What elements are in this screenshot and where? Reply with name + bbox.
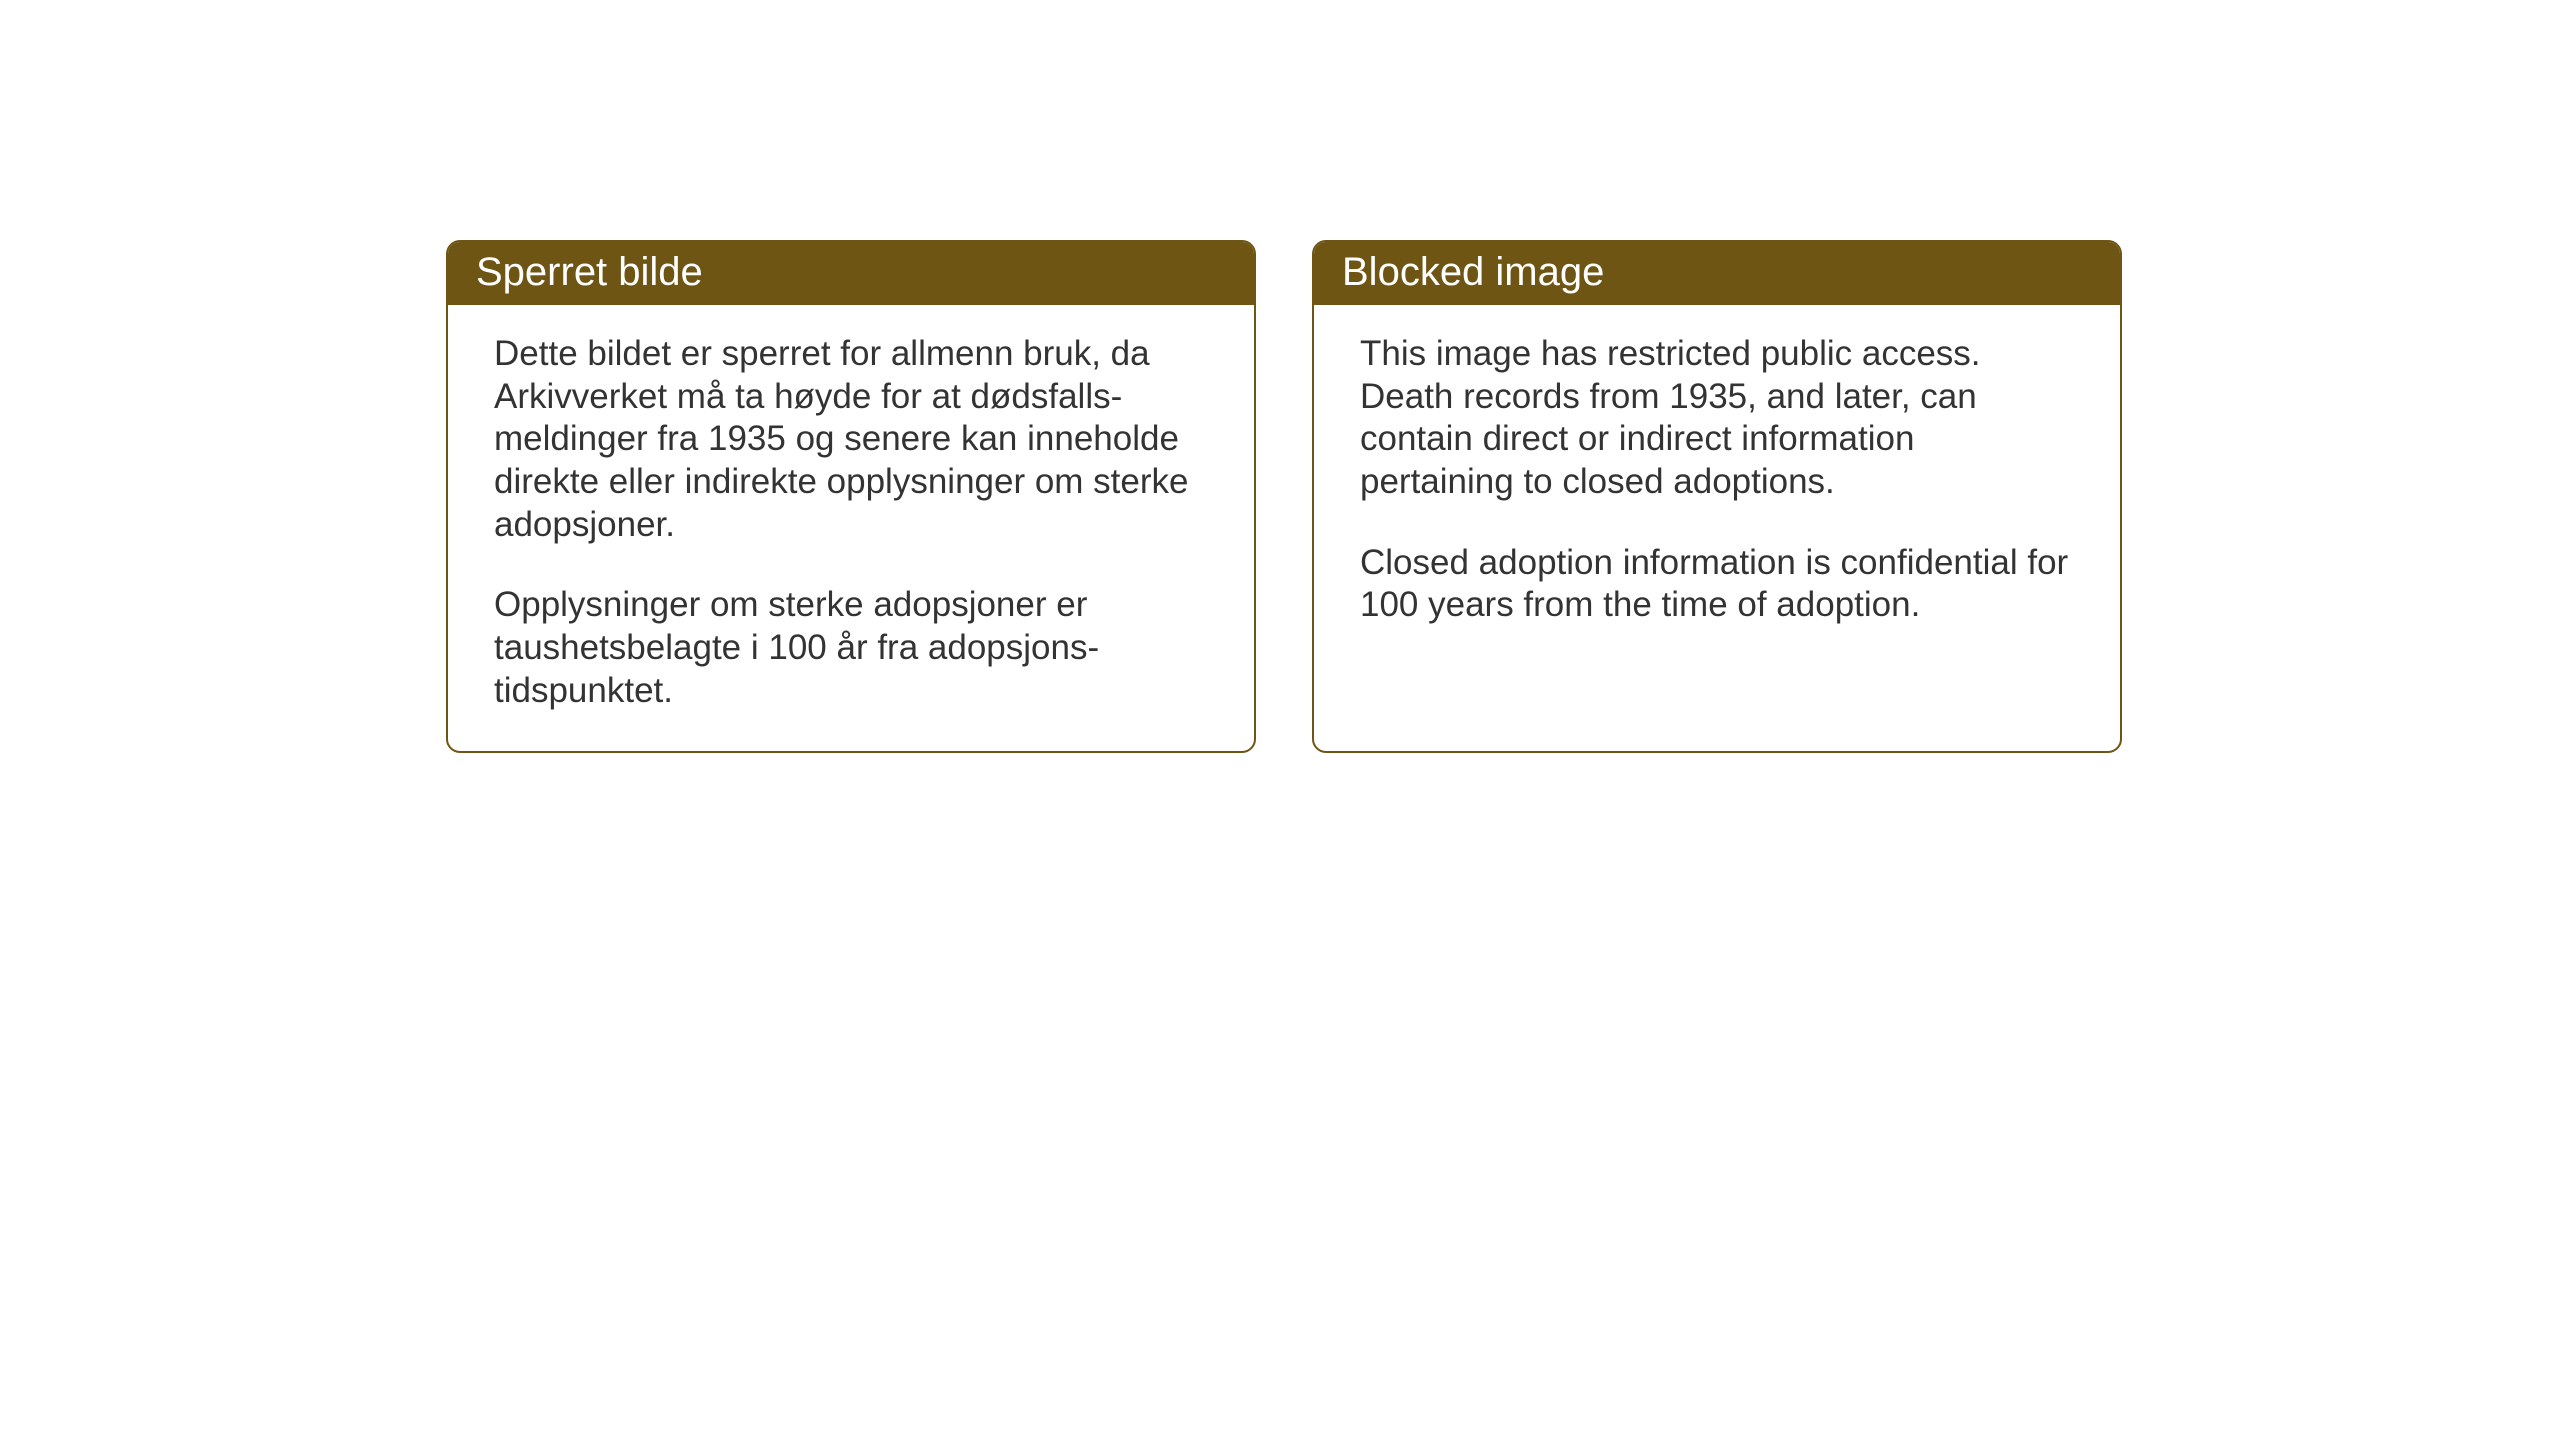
card-norwegian: Sperret bilde Dette bildet er sperret fo…	[446, 240, 1256, 753]
card-english-body: This image has restricted public access.…	[1314, 305, 2120, 665]
notice-cards-container: Sperret bilde Dette bildet er sperret fo…	[446, 240, 2122, 753]
card-english-header: Blocked image	[1314, 242, 2120, 305]
card-english-paragraph-2: Closed adoption information is confident…	[1360, 542, 2074, 627]
card-norwegian-body: Dette bildet er sperret for allmenn bruk…	[448, 305, 1254, 751]
card-english-paragraph-1: This image has restricted public access.…	[1360, 333, 2074, 504]
card-norwegian-paragraph-1: Dette bildet er sperret for allmenn bruk…	[494, 333, 1208, 546]
card-norwegian-paragraph-2: Opplysninger om sterke adopsjoner er tau…	[494, 584, 1208, 712]
card-norwegian-header: Sperret bilde	[448, 242, 1254, 305]
card-english: Blocked image This image has restricted …	[1312, 240, 2122, 753]
